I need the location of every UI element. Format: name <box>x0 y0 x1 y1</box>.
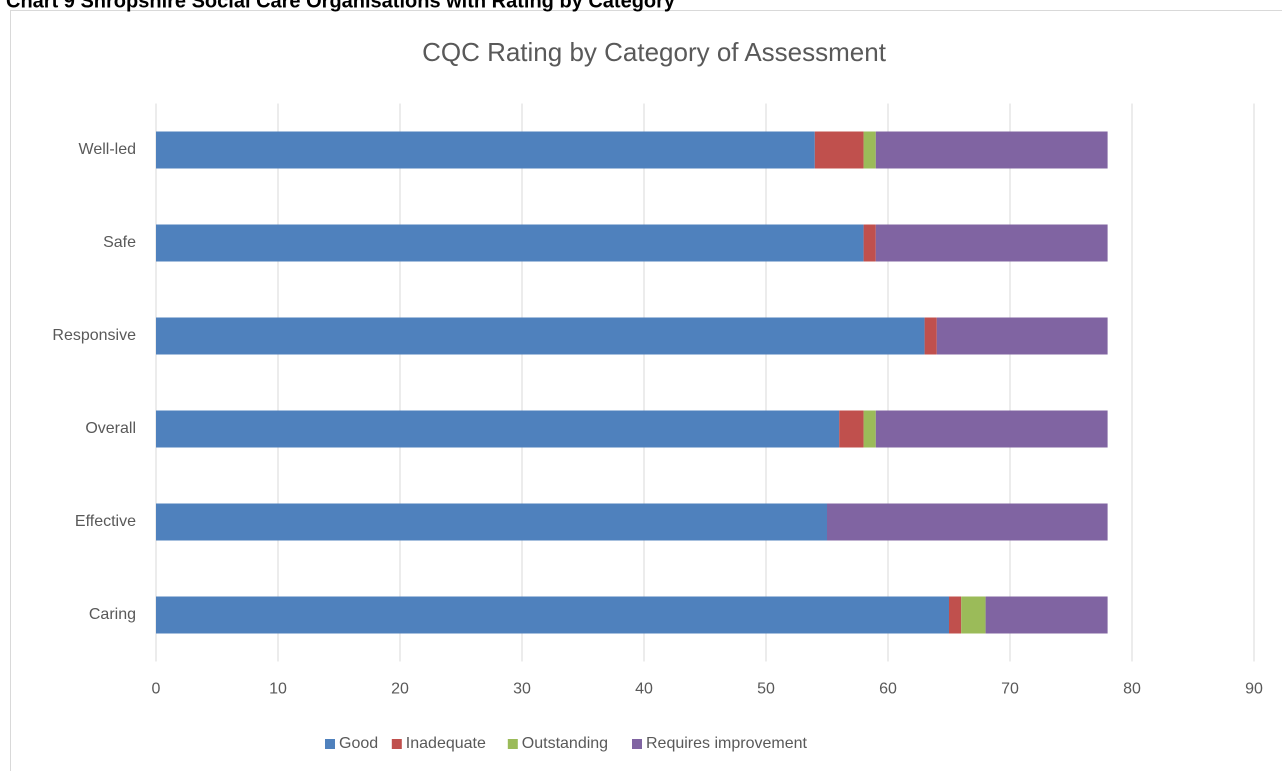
bar-segment <box>949 597 961 634</box>
x-tick-label: 30 <box>513 681 531 698</box>
bar-segment <box>986 597 1108 634</box>
bar-segment <box>156 318 925 355</box>
x-tick-label: 20 <box>391 681 409 698</box>
page-heading: Chart 9 Shropshire Social Care Organisat… <box>6 0 676 12</box>
legend-label: Outstanding <box>522 735 608 752</box>
legend-label: Good <box>339 735 378 752</box>
x-tick-label: 10 <box>269 681 287 698</box>
bar-segment <box>839 411 863 448</box>
bar-segment <box>876 225 1108 262</box>
bar-segment <box>864 225 876 262</box>
x-tick-label: 90 <box>1245 681 1263 698</box>
bar-segment <box>156 411 839 448</box>
legend-swatch <box>392 739 402 749</box>
legend-swatch <box>508 739 518 749</box>
chart-border <box>11 11 1282 772</box>
x-tick-label: 70 <box>1001 681 1019 698</box>
bar-segment <box>156 132 815 169</box>
bar-segment <box>156 225 864 262</box>
bar-segment <box>864 411 876 448</box>
legend-swatch <box>632 739 642 749</box>
x-tick-label: 60 <box>879 681 897 698</box>
chart-title: CQC Rating by Category of Assessment <box>422 37 887 67</box>
legend-label: Requires improvement <box>646 735 808 752</box>
bar-segment <box>815 132 864 169</box>
bar-segment <box>827 504 1108 541</box>
legend-label: Inadequate <box>406 735 486 752</box>
y-tick-label: Safe <box>103 234 136 251</box>
bar-segment <box>925 318 937 355</box>
bar-segment <box>864 132 876 169</box>
bar-segment <box>961 597 985 634</box>
bar-segment <box>876 411 1108 448</box>
y-tick-label: Well-led <box>79 141 137 158</box>
x-tick-label: 0 <box>152 681 161 698</box>
y-tick-label: Overall <box>85 420 136 437</box>
y-tick-label: Effective <box>75 513 136 530</box>
bar-segment <box>156 597 949 634</box>
bar-segment <box>156 504 827 541</box>
legend-swatch <box>325 739 335 749</box>
y-tick-label: Responsive <box>52 327 136 344</box>
bar-segment <box>937 318 1108 355</box>
y-tick-label: Caring <box>89 606 136 623</box>
x-tick-label: 50 <box>757 681 775 698</box>
x-tick-label: 40 <box>635 681 653 698</box>
x-tick-label: 80 <box>1123 681 1141 698</box>
bar-segment <box>876 132 1108 169</box>
